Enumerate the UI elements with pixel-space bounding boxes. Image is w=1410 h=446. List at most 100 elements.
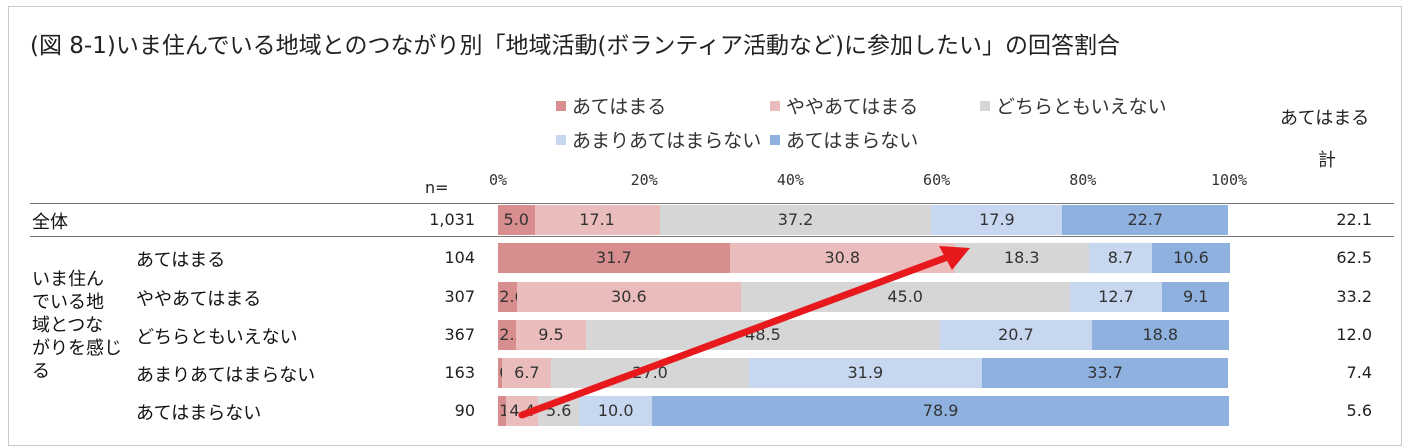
bar-segment — [748, 358, 982, 388]
data-label: 17.1 — [579, 210, 615, 229]
bar-segment — [551, 358, 749, 388]
row-n: 367 — [444, 325, 475, 344]
bar-segment — [498, 358, 503, 388]
chart-title: (図 8-1)いま住んでいる地域とのつながり別「地域活動(ボランティア活動など)… — [30, 33, 1121, 59]
x-tick-label: 0% — [488, 171, 508, 189]
bar-segment — [1088, 243, 1153, 273]
group-label-line4: がりを感じ — [32, 338, 122, 359]
row-label: あてはまる — [136, 250, 226, 271]
trend-arrow-line — [518, 254, 949, 419]
bar-segment — [534, 205, 660, 235]
bar-segment — [659, 205, 932, 235]
bar-segment — [954, 243, 1089, 273]
bar-segment — [940, 320, 1092, 350]
data-label: 5.0 — [503, 210, 529, 229]
legend-item-0: あてはまる — [556, 92, 666, 119]
data-label: 37.2 — [777, 210, 814, 229]
data-label: 9.1 — [1183, 287, 1209, 306]
row-total: 62.5 — [1336, 248, 1372, 267]
data-label: 22.7 — [1127, 210, 1164, 229]
row-total: 33.2 — [1336, 287, 1372, 306]
bar-segment — [931, 205, 1063, 235]
legend-swatch — [770, 134, 780, 145]
bar-segment — [517, 282, 741, 312]
total-header-line2: 計 — [1318, 150, 1336, 171]
x-tick-label: 20% — [630, 171, 658, 189]
overall-divider — [30, 236, 1394, 237]
x-tick-label: 100% — [1210, 171, 1248, 189]
data-label: 10.0 — [597, 401, 634, 420]
group-label-line5: る — [32, 361, 50, 382]
data-label: 31.9 — [847, 363, 884, 382]
data-label: 6.7 — [514, 363, 540, 382]
bar-segment — [498, 396, 507, 426]
group-label-line3: 域とつな — [32, 315, 104, 336]
data-label: 20.7 — [998, 325, 1034, 344]
trend-arrow-head — [939, 246, 970, 270]
bar-segment — [1091, 320, 1229, 350]
x-tick-label: 80% — [1069, 171, 1097, 189]
bar-segment — [652, 396, 1229, 426]
bar-segment — [1162, 282, 1229, 312]
row-n: 163 — [444, 363, 475, 382]
bar-segment — [981, 358, 1229, 388]
legend-item-1: ややあてはまる — [770, 92, 918, 119]
legend-item-2: どちらともいえない — [980, 92, 1167, 119]
row-total: 12.0 — [1336, 325, 1372, 344]
legend-swatch — [980, 100, 990, 111]
bar-segment — [740, 282, 1070, 312]
row-n: 90 — [454, 401, 475, 420]
x-tick-label: 60% — [923, 171, 951, 189]
row-label: あまりあてはまらない — [136, 365, 316, 386]
row-label: 全体 — [32, 212, 68, 233]
data-label: 18.3 — [1003, 248, 1040, 267]
data-label: 10.6 — [1173, 248, 1209, 267]
data-label: 30.6 — [611, 287, 647, 306]
total-header-line1: あてはまる — [1280, 108, 1370, 129]
bar-segment — [1062, 205, 1229, 235]
data-label: 9.5 — [538, 325, 564, 344]
legend-label: あてはまらない — [786, 130, 919, 152]
bar-segment — [498, 243, 730, 273]
legend-label: ややあてはまる — [786, 96, 919, 118]
legend-label: あてはまる — [572, 96, 667, 118]
bar-segment — [1069, 282, 1163, 312]
row-label: どちらともいえない — [136, 327, 298, 348]
legend-swatch — [556, 100, 566, 111]
row-total: 7.4 — [1346, 363, 1372, 382]
row-total: 5.6 — [1346, 401, 1372, 420]
data-label: 45.0 — [887, 287, 923, 306]
bar-segment — [1152, 243, 1230, 273]
legend-swatch — [556, 134, 566, 145]
data-label: 30.8 — [824, 248, 861, 267]
group-label: いま住ん でいる地 域とつな がりを感じ る — [32, 268, 122, 383]
row-n: 307 — [444, 287, 475, 306]
bar-segment — [498, 282, 517, 312]
annotation-overlay — [518, 246, 970, 419]
data-label: 17.9 — [979, 210, 1015, 229]
row-label: あてはまらない — [136, 403, 262, 424]
x-tick-label: 40% — [776, 171, 804, 189]
data-label: 12.7 — [1098, 287, 1134, 306]
top-divider — [30, 203, 1394, 204]
data-label: 33.7 — [1087, 363, 1123, 382]
n-header: n= — [425, 178, 449, 197]
legend-label: あまりあてはまらない — [572, 130, 762, 152]
row-n: 104 — [444, 248, 475, 267]
bar-segment — [502, 358, 552, 388]
data-label: 31.7 — [596, 248, 632, 267]
group-label-line2: でいる地 — [32, 292, 104, 313]
bar-segment — [516, 320, 586, 350]
bar-segment — [579, 396, 653, 426]
data-label: 18.8 — [1142, 325, 1179, 344]
row-label: ややあてはまる — [136, 289, 262, 310]
bar-segment — [498, 320, 517, 350]
legend-item-3: あまりあてはまらない — [556, 126, 761, 153]
legend-item-4: あてはまらない — [770, 126, 918, 153]
data-label: 8.7 — [1107, 248, 1134, 267]
row-total: 22.1 — [1336, 210, 1372, 229]
row-n: 1,031 — [429, 210, 475, 229]
bar-segment — [498, 205, 535, 235]
legend-label: どちらともいえない — [996, 96, 1167, 118]
legend-swatch — [770, 100, 780, 111]
